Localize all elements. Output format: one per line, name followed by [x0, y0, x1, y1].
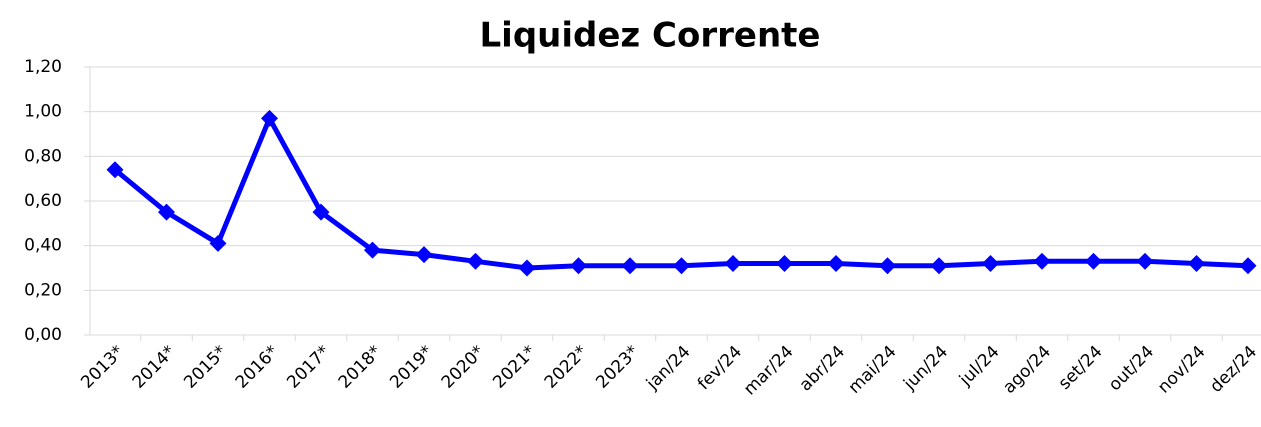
marker	[1136, 252, 1154, 270]
marker	[415, 246, 433, 264]
marker	[982, 255, 999, 273]
x-tick-label: 2015*	[180, 342, 231, 393]
x-tick-label: mai/24	[845, 342, 901, 398]
x-tick-label: jul/24	[955, 342, 1004, 391]
marker	[312, 203, 330, 221]
x-tick-label: out/24	[1105, 342, 1158, 395]
x-tick-label: 2022*	[541, 342, 592, 393]
x-tick-label: set/24	[1055, 342, 1107, 394]
marker	[209, 234, 227, 252]
y-tick-label: 0,80	[24, 146, 62, 166]
y-tick-label: 0,40	[24, 236, 62, 256]
marker	[1085, 252, 1102, 270]
marker	[518, 259, 536, 277]
marker	[1033, 252, 1051, 270]
y-tick-label: 1,00	[24, 102, 62, 122]
marker	[158, 203, 175, 221]
x-tick-label: 2020*	[438, 342, 489, 393]
x-tick-label: abr/24	[796, 342, 849, 395]
chart-title: Liquidez Corrente	[480, 16, 821, 56]
x-tick-label: 2016*	[232, 342, 283, 393]
x-tick-label: jun/24	[899, 342, 952, 395]
marker	[261, 109, 278, 127]
y-tick-label: 0,20	[24, 280, 62, 300]
x-tick-label: 2013*	[77, 342, 128, 393]
x-tick-label: ago/24	[999, 342, 1055, 398]
marker	[1188, 255, 1205, 273]
marker	[570, 257, 587, 275]
marker	[776, 255, 793, 273]
x-tick-label: dez/24	[1206, 342, 1261, 397]
x-tick-label: mar/24	[740, 342, 798, 400]
x-tick-label: jan/24	[642, 342, 695, 395]
marker	[467, 252, 484, 270]
y-tick-label: 0,00	[24, 325, 62, 345]
marker	[724, 255, 742, 273]
marker	[827, 255, 845, 273]
marker	[879, 257, 896, 275]
x-tick-label: 2017*	[283, 342, 334, 393]
marker	[364, 241, 381, 259]
marker	[106, 161, 124, 179]
y-tick-label: 0,60	[24, 191, 62, 211]
marker	[621, 257, 639, 275]
x-tick-label: fev/24	[694, 342, 746, 394]
x-tick-label: 2014*	[129, 342, 180, 393]
x-tick-label: 2023*	[592, 342, 643, 393]
x-tick-label: 2019*	[386, 342, 437, 393]
x-tick-label: nov/24	[1154, 342, 1210, 398]
marker	[673, 257, 690, 275]
marker	[1239, 257, 1257, 275]
marker	[930, 257, 948, 275]
y-tick-label: 1,20	[24, 57, 62, 77]
x-tick-label: 2018*	[335, 342, 386, 393]
x-tick-label: 2021*	[489, 342, 540, 393]
